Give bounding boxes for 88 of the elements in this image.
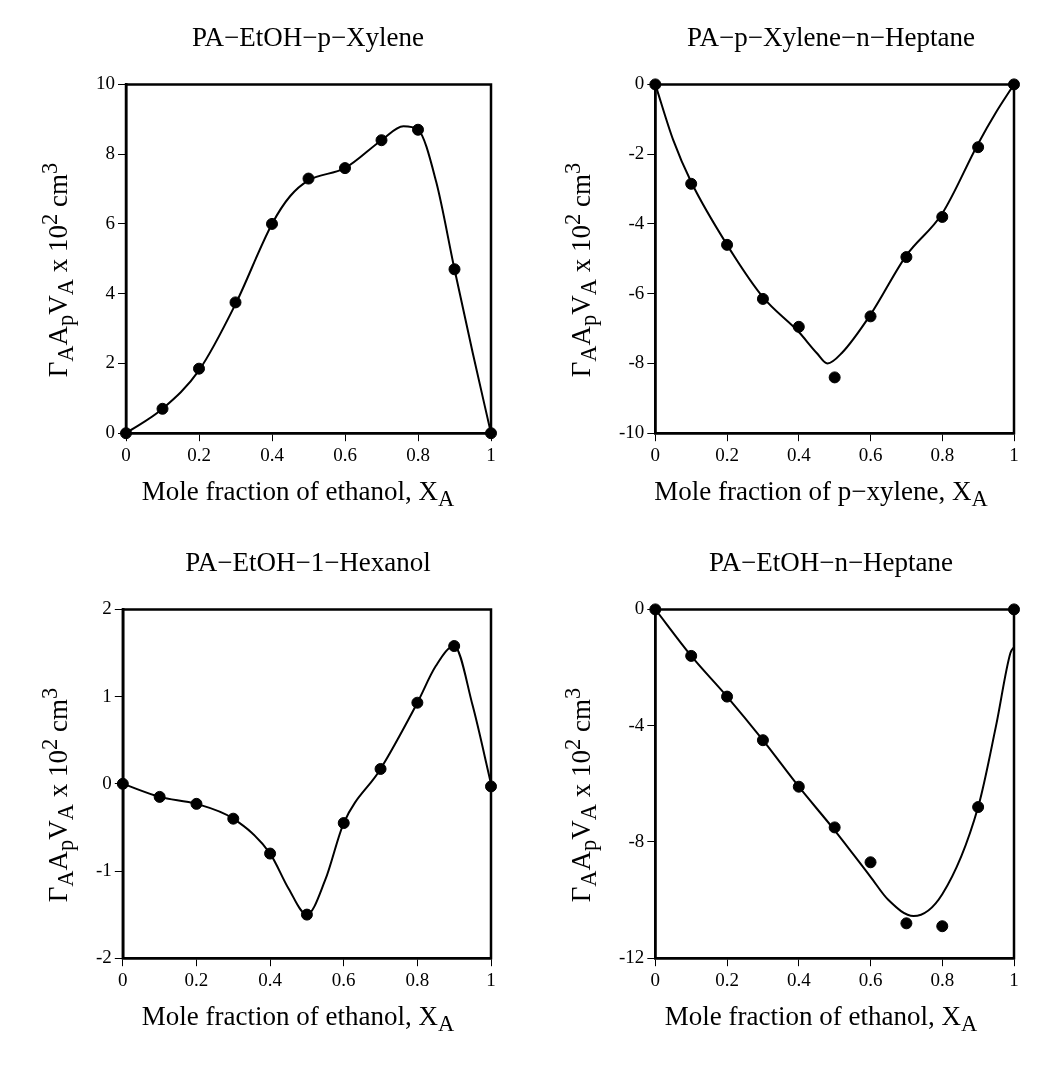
point	[864, 856, 877, 869]
x-tick-label: 0.2	[715, 443, 739, 465]
x-tick-label: 0.2	[715, 968, 739, 990]
y-tick-label: 8	[105, 142, 115, 164]
x-tick-label: 0.6	[858, 968, 883, 990]
x-tick-label: 0	[650, 443, 661, 465]
y-tick-label: 1	[102, 684, 112, 706]
x-tick-label: 0.8	[405, 968, 430, 990]
point	[828, 371, 841, 384]
x-tick-label: 0.6	[858, 443, 883, 465]
point	[339, 162, 351, 175]
point	[448, 263, 461, 276]
x-axis-title: Mole fraction of p−xylene, X$_{A}$	[653, 476, 989, 513]
point	[972, 141, 985, 154]
point	[900, 917, 913, 930]
y-tick-label: -8	[628, 351, 645, 373]
x-tick-label: 0.2	[184, 968, 209, 990]
point	[972, 801, 985, 814]
x-tick-label: 0.8	[930, 443, 955, 465]
point	[374, 762, 387, 775]
y-tick-label: -4	[628, 211, 645, 233]
point	[302, 172, 315, 185]
point	[156, 402, 169, 415]
x-tick-label: 0	[121, 443, 131, 465]
point	[193, 362, 205, 375]
y-tick-label: 6	[105, 211, 115, 233]
point	[721, 690, 734, 703]
x-tick-label: 0.4	[258, 968, 283, 990]
x-axis-title: Mole fraction of ethanol, X$_{A}$	[140, 476, 456, 513]
chart-title: PA−EtOH−1−Hexanol	[184, 547, 432, 578]
x-axis-title: Mole fraction of ethanol, X$_{A}$	[663, 1001, 979, 1038]
chart-title: PA−p−Xylene−n−Heptane	[686, 22, 976, 53]
y-tick-label: 2	[105, 351, 115, 373]
point	[190, 797, 203, 810]
y-tick-label: -12	[619, 946, 645, 968]
point	[936, 210, 949, 223]
point	[756, 292, 769, 305]
y-tick-label: -1	[96, 858, 112, 880]
chart-title: PA−EtOH−n−Heptane	[707, 547, 955, 578]
x-tick-label: 0.4	[786, 443, 812, 465]
y-tick-label: -10	[619, 421, 645, 443]
x-tick-label: 0.6	[333, 443, 357, 465]
chart-title: PA−EtOH−p−Xylene	[190, 22, 426, 53]
x-tick-label: 0.4	[786, 968, 812, 990]
point	[936, 920, 949, 933]
point	[300, 908, 313, 921]
y-tick-label: -6	[628, 281, 645, 303]
x-tick-label: 1	[486, 443, 496, 465]
point	[264, 847, 277, 860]
point	[375, 134, 388, 147]
point	[266, 217, 278, 230]
point	[227, 812, 240, 825]
y-tick-label: 4	[105, 281, 116, 303]
point	[756, 734, 769, 747]
y-tick-label: 2	[102, 597, 112, 619]
x-tick-label: 0.6	[331, 968, 356, 990]
point	[412, 123, 424, 136]
x-tick-label: 0.4	[260, 443, 285, 465]
point	[337, 817, 350, 830]
x-tick-label: 0	[650, 968, 661, 990]
y-tick-label: -8	[628, 829, 645, 851]
x-tick-label: 1	[486, 968, 496, 990]
point	[792, 320, 805, 333]
y-tick-label: 0	[634, 597, 645, 619]
point	[153, 790, 166, 803]
y-tick-label: -2	[96, 946, 112, 968]
x-tick-label: 0.8	[930, 968, 955, 990]
point	[721, 238, 734, 251]
y-tick-label: 0	[102, 771, 112, 793]
x-tick-label: 0.2	[187, 443, 211, 465]
x-tick-label: 1	[1009, 443, 1019, 465]
y-tick-label: -2	[628, 142, 645, 164]
y-tick-label: 0	[105, 421, 115, 443]
x-tick-label: 0.8	[406, 443, 430, 465]
point	[448, 640, 461, 653]
point	[900, 251, 913, 264]
x-axis-title: Mole fraction of ethanol, X$_{A}$	[140, 1001, 456, 1038]
point	[828, 821, 841, 834]
point	[685, 649, 698, 662]
point	[792, 780, 805, 793]
y-tick-label: 10	[96, 72, 115, 94]
x-tick-label: 1	[1009, 968, 1019, 990]
y-tick-label: 0	[634, 72, 645, 94]
y-tick-label: -4	[628, 713, 645, 735]
point	[411, 696, 424, 709]
point	[685, 177, 698, 190]
point	[229, 296, 242, 309]
point	[864, 310, 877, 323]
